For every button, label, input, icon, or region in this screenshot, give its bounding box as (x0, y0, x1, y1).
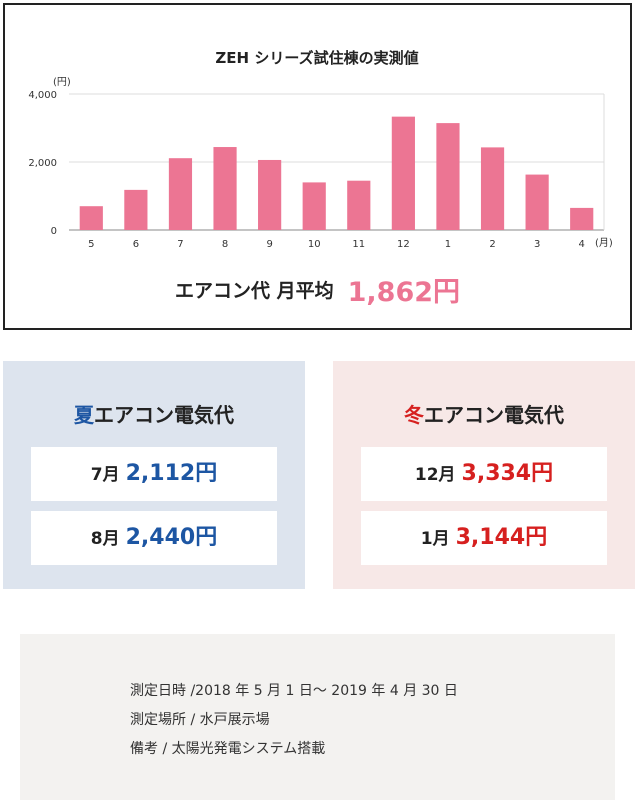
summer-title-prefix: 夏 (74, 403, 94, 427)
winter-title: 冬エアコン電気代 (333, 399, 635, 428)
y-tick-label: 4,000 (28, 90, 57, 101)
summer-row-month: 7月 (90, 465, 120, 485)
chart-bars (79, 116, 594, 230)
bar-2 (480, 147, 505, 230)
winter-row-december: 12月 3,334円 (361, 447, 607, 501)
x-tick-label: 7 (177, 239, 183, 250)
x-tick-label: 6 (133, 239, 139, 250)
summer-title: 夏エアコン電気代 (3, 399, 305, 428)
winter-row-month: 1月 (420, 529, 450, 549)
bar-chart: ZEH シリーズ試住棟の実測値 (円) (月) 5 6 7 8 9 10 11 12 1 2 3 4 … (28, 49, 613, 250)
winter-title-text: エアコン電気代 (424, 403, 564, 427)
bar-12 (391, 116, 415, 230)
bar-9 (258, 159, 282, 230)
bar-1 (436, 123, 460, 230)
note-measurement-location: 測定場所 / 水戸展示場 (130, 712, 270, 728)
winter-title-prefix: 冬 (404, 403, 424, 427)
summer-row-value: 2,112円 (125, 461, 218, 486)
x-tick-label: 4 (579, 239, 585, 250)
winter-row-value: 3,334円 (461, 461, 554, 486)
average-value: 1,862円 (347, 277, 461, 308)
y-tick-label: 0 (51, 226, 57, 237)
x-tick-label: 1 (445, 239, 451, 250)
note-measurement-date: 測定日時 /2018 年 5 月 1 日〜 2019 年 4 月 30 日 (130, 683, 458, 699)
bar-5 (79, 206, 103, 230)
average-label: エアコン代 月平均 (174, 280, 334, 302)
x-tick-label: 11 (352, 239, 365, 250)
winter-row-value: 3,144円 (455, 525, 548, 550)
winter-row-month: 12月 (414, 465, 456, 485)
summer-row-value: 2,440円 (125, 525, 218, 550)
summer-panel: 夏エアコン電気代 7月 2,112円 8月 2,440円 (3, 361, 305, 589)
bar-11 (347, 180, 371, 230)
x-axis-ticks: 5 6 7 8 9 10 11 12 1 2 3 4 (88, 239, 585, 250)
summer-row-month: 8月 (90, 529, 120, 549)
summer-row-august: 8月 2,440円 (31, 511, 277, 565)
summer-title-text: エアコン電気代 (94, 403, 234, 427)
chart-grid (69, 93, 605, 231)
y-tick-label: 2,000 (28, 158, 57, 169)
summer-row-july: 7月 2,112円 (31, 447, 277, 501)
winter-panel: 冬エアコン電気代 12月 3,334円 1月 3,144円 (333, 361, 635, 589)
y-axis-unit-label: (円) (53, 77, 71, 88)
bar-6 (124, 189, 148, 230)
x-axis-unit-label: (月) (595, 237, 613, 249)
bar-8 (213, 147, 237, 230)
x-tick-label: 2 (489, 239, 495, 250)
chart-panel: ZEH シリーズ試住棟の実測値 (円) (月) 5 6 7 8 9 10 11 12 1 2 3 4 … (3, 3, 632, 330)
bar-3 (525, 174, 549, 230)
bar-7 (168, 158, 193, 230)
x-tick-label: 8 (222, 239, 228, 250)
monthly-average: エアコン代 月平均 1,862円 (5, 270, 630, 309)
bar-4 (570, 207, 594, 230)
chart-title: ZEH シリーズ試住棟の実測値 (215, 49, 418, 67)
x-tick-label: 3 (534, 239, 540, 250)
x-tick-label: 10 (308, 239, 321, 250)
x-tick-label: 9 (266, 239, 272, 250)
measurement-notes: 測定日時 /2018 年 5 月 1 日〜 2019 年 4 月 30 日 測定… (20, 634, 615, 800)
y-axis-ticks: 0 2,000 4,000 (28, 90, 57, 237)
note-remarks: 備考 / 太陽光発電システム搭載 (130, 741, 326, 757)
winter-row-january: 1月 3,144円 (361, 511, 607, 565)
x-tick-label: 5 (88, 239, 94, 250)
x-tick-label: 12 (397, 239, 410, 250)
bar-10 (302, 182, 326, 230)
